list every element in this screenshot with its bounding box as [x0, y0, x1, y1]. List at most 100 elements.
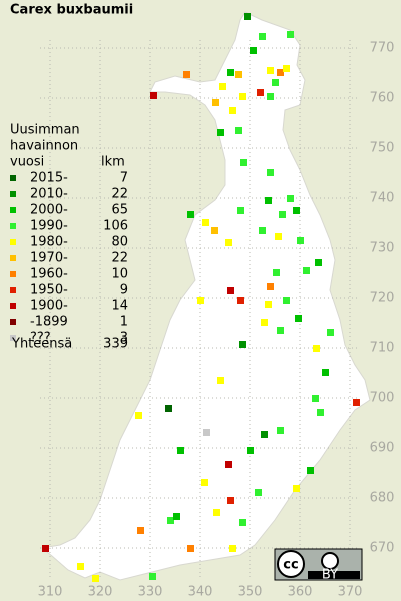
legend-swatch [10, 303, 16, 309]
legend-count: 65 [111, 203, 128, 218]
observation [201, 479, 208, 486]
observation [312, 395, 319, 402]
observation [167, 517, 174, 524]
cc-icon: cc [283, 558, 298, 573]
observation [275, 233, 282, 240]
observation [307, 467, 314, 474]
badge-strip [308, 571, 360, 579]
legend-swatch [10, 239, 16, 245]
observation [235, 127, 242, 134]
legend-swatch [10, 207, 16, 213]
observation [259, 33, 266, 40]
observation [267, 67, 274, 74]
legend-label: 1960- [30, 267, 68, 282]
observation [267, 169, 274, 176]
legend-count: 80 [111, 235, 128, 250]
x-label: 340 [188, 585, 213, 600]
observation [315, 259, 322, 266]
observation [77, 563, 84, 570]
observation [212, 99, 219, 106]
observation [272, 79, 279, 86]
observation [255, 489, 262, 496]
legend-count: 22 [111, 251, 128, 266]
observation [267, 283, 274, 290]
legend-label: 1980- [30, 235, 68, 250]
x-label: 350 [238, 585, 263, 600]
legend-count: 10 [111, 267, 128, 282]
observation [267, 93, 274, 100]
observation [303, 267, 310, 274]
y-label: 760 [370, 91, 395, 106]
observation [225, 461, 232, 468]
legend-count: 14 [111, 299, 128, 314]
observation [239, 93, 246, 100]
observation [135, 412, 142, 419]
x-label: 320 [88, 585, 113, 600]
observation [211, 227, 218, 234]
y-label: 770 [370, 41, 395, 56]
observation [313, 345, 320, 352]
observation [203, 429, 210, 436]
observation [257, 89, 264, 96]
observation [277, 69, 284, 76]
observation [327, 329, 334, 336]
observation [177, 447, 184, 454]
legend-swatch [10, 223, 16, 229]
observation [225, 239, 232, 246]
observation [287, 31, 294, 38]
observation [295, 315, 302, 322]
observation [227, 497, 234, 504]
observation [273, 269, 280, 276]
legend-label: 1970- [30, 251, 68, 266]
observation [202, 219, 209, 226]
observation [250, 47, 257, 54]
by-text: BY [322, 568, 338, 583]
legend-swatch [10, 255, 16, 261]
legend-count: 3 [120, 331, 128, 346]
legend-swatch [10, 271, 16, 277]
license-badge: cc BY [274, 548, 363, 583]
legend-count-header: lkm [101, 155, 125, 170]
observation [279, 211, 286, 218]
observation [239, 341, 246, 348]
legend-heading: havainnon [10, 139, 78, 154]
observation [317, 409, 324, 416]
title: Carex buxbaumii [10, 3, 133, 18]
observation [227, 69, 234, 76]
x-label: 310 [38, 585, 63, 600]
y-label: 690 [370, 441, 395, 456]
legend-label: -1899 [30, 315, 68, 330]
legend-label: 2010- [30, 187, 68, 202]
observation [293, 207, 300, 214]
legend-swatch [10, 319, 16, 325]
observation [197, 297, 204, 304]
y-label: 680 [370, 491, 395, 506]
observation [187, 211, 194, 218]
observation [259, 227, 266, 234]
legend-label: 2000- [30, 203, 68, 218]
observation [265, 301, 272, 308]
observation [227, 287, 234, 294]
observation [261, 431, 268, 438]
observation [353, 399, 360, 406]
observation [217, 377, 224, 384]
observation [244, 13, 251, 20]
observation [187, 545, 194, 552]
y-label: 720 [370, 291, 395, 306]
observation [219, 83, 226, 90]
y-label: 730 [370, 241, 395, 256]
y-label: 750 [370, 141, 395, 156]
observation [173, 513, 180, 520]
observation [229, 107, 236, 114]
legend-label: ??? [30, 331, 51, 346]
legend-count: 7 [120, 171, 128, 186]
observation [213, 509, 220, 516]
observation [217, 129, 224, 136]
total-label: Yhteensä [11, 337, 72, 352]
observation [239, 519, 246, 526]
y-label: 710 [370, 341, 395, 356]
x-label: 360 [288, 585, 313, 600]
observation [149, 573, 156, 580]
observation [283, 297, 290, 304]
